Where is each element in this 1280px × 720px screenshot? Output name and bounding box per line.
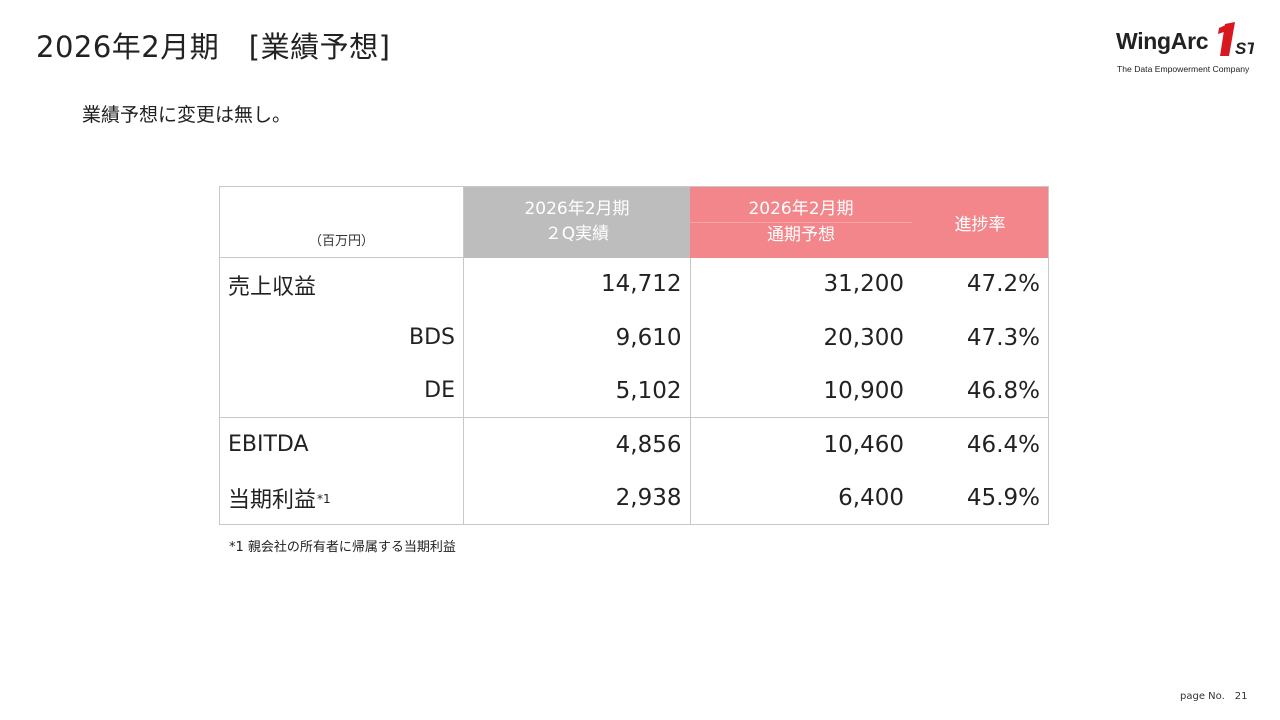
actual-value: 2,938 (463, 471, 691, 525)
page-number-label: page No. (1180, 691, 1225, 702)
forecast-table: （百万円） 2026年2月期 ２Q実績 2026年2月期 通期予想 進捗率 売上… (219, 186, 1049, 525)
actual-value: 14,712 (463, 257, 691, 311)
company-logo: WingArc ST The Data Empowerment Company (1110, 20, 1260, 80)
logo-1st-icon: ST (1218, 22, 1254, 56)
forecast-value: 6,400 (690, 471, 912, 525)
logo-tagline: The Data Empowerment Company (1117, 64, 1250, 74)
forecast-value: 31,200 (823, 271, 904, 298)
page-number: page No. 21 (1180, 691, 1248, 702)
table-row: BDS 9,610 20,300 47.3% (219, 311, 1049, 364)
forecast-value: 20,300 (823, 324, 904, 351)
logo-wordmark: WingArc (1116, 28, 1209, 54)
forecast-header: 2026年2月期 通期予想 (690, 186, 912, 258)
unit-header: （百万円） (219, 186, 464, 258)
actual-header: 2026年2月期 ２Q実績 (463, 186, 690, 258)
table-row: EBITDA 4,856 10,460 46.4% (219, 417, 1049, 471)
actual-header-period: 2026年2月期 (524, 199, 630, 220)
progress-rate-value: 47.3% (912, 311, 1049, 364)
footnote: *1 親会社の所有者に帰属する当期利益 (229, 540, 456, 555)
table-header-row: （百万円） 2026年2月期 ２Q実績 2026年2月期 通期予想 進捗率 (219, 186, 1049, 258)
row-label: BDS (219, 311, 464, 364)
row-label: EBITDA (219, 417, 464, 471)
progress-rate-value: 46.8% (912, 364, 1049, 418)
forecast-value: 10,460 (823, 431, 904, 458)
row-label: DE (219, 364, 464, 418)
row-label: 売上収益 (219, 257, 464, 311)
table-row: 当期利益*1 2,938 6,400 45.9% (219, 471, 1049, 525)
forecast-value: 10,900 (690, 364, 912, 418)
progress-rate-header: 進捗率 (912, 186, 1049, 258)
progress-rate-value: 47.2% (912, 257, 1049, 311)
forecast-header-type: 通期予想 (767, 224, 835, 245)
table-row: 売上収益 14,712 31,200 47.2% (219, 257, 1049, 311)
progress-rate-value: 46.4% (912, 417, 1049, 471)
forecast-note: 業績予想に変更は無し。 (82, 104, 292, 126)
actual-value: 4,856 (463, 417, 691, 471)
actual-header-type: ２Q実績 (544, 224, 610, 245)
forecast-header-period: 2026年2月期 (690, 197, 912, 223)
table-row: DE 5,102 10,900 46.8% (219, 364, 1049, 418)
footnote-mark: *1 (317, 491, 331, 506)
page-number-value: 21 (1234, 691, 1248, 702)
actual-value: 5,102 (463, 364, 691, 418)
row-label-text: 当期利益 (228, 487, 317, 513)
row-label: 当期利益*1 (219, 471, 464, 525)
actual-value: 9,610 (463, 311, 691, 364)
page-title: 2026年2月期 [業績予想] (36, 30, 391, 64)
svg-text:ST: ST (1235, 39, 1254, 56)
progress-rate-value: 45.9% (912, 471, 1049, 525)
